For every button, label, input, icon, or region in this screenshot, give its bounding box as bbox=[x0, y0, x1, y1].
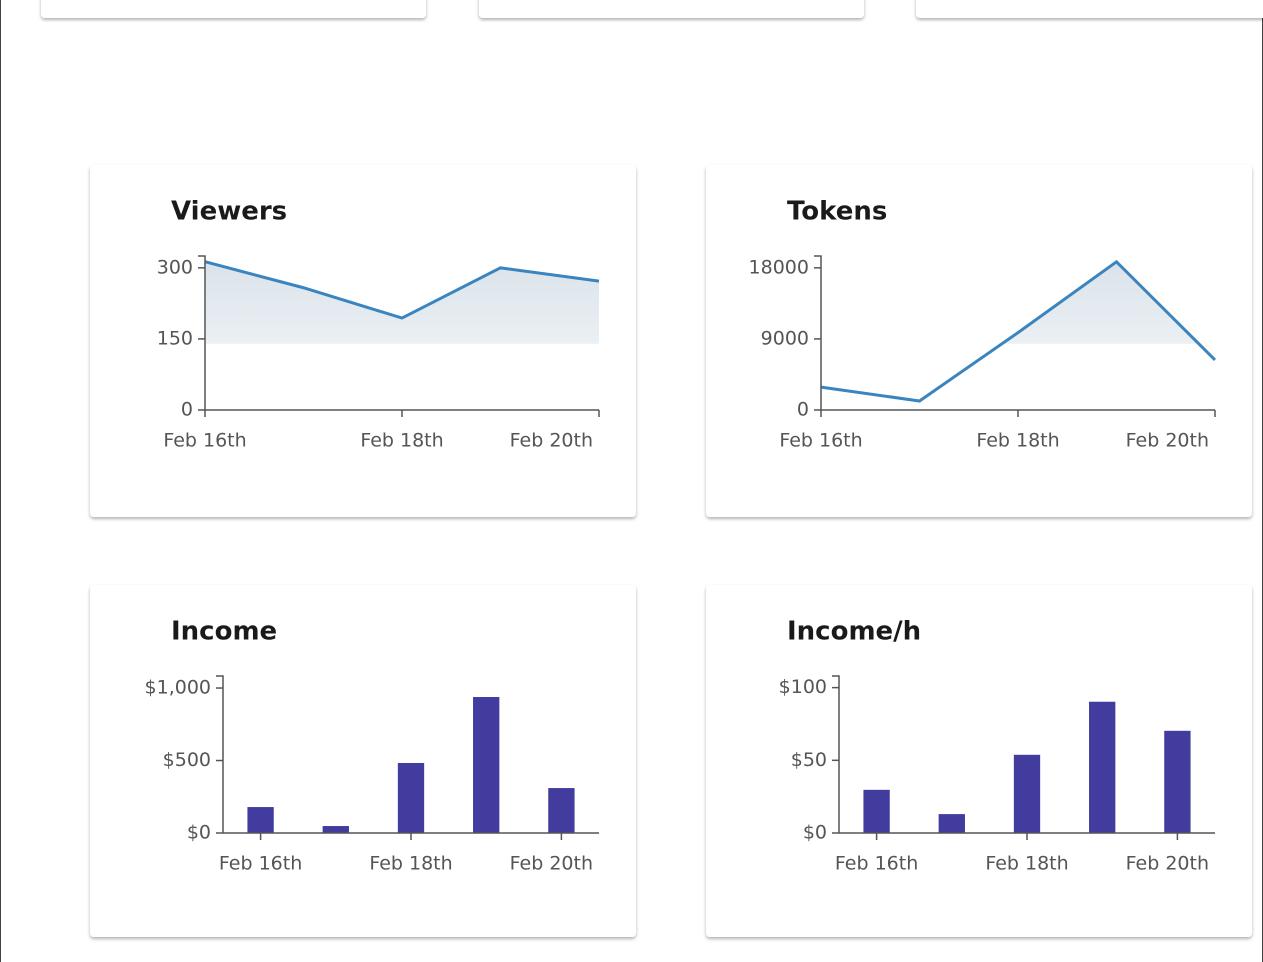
y-tick-label: 0 bbox=[797, 399, 809, 421]
bar bbox=[1013, 754, 1041, 833]
x-tick-label: Feb 18th bbox=[976, 430, 1059, 452]
chart-title: Tokens bbox=[787, 197, 887, 227]
y-tick-label: $0 bbox=[187, 822, 211, 844]
bar bbox=[938, 814, 965, 833]
bar bbox=[322, 826, 349, 833]
y-tick-label: 9000 bbox=[761, 327, 809, 349]
x-tick-label: Feb 18th bbox=[985, 853, 1068, 875]
y-tick-label: 150 bbox=[157, 327, 193, 349]
x-tick-label: Feb 16th bbox=[779, 430, 862, 452]
x-tick-label: Feb 20th bbox=[510, 853, 593, 875]
card bbox=[916, 0, 1263, 18]
chart-title: Income/h bbox=[787, 617, 921, 647]
y-tick-label: $0 bbox=[803, 822, 827, 844]
y-axis bbox=[198, 255, 206, 410]
bar bbox=[1089, 701, 1116, 833]
x-tick-label: Feb 18th bbox=[369, 853, 452, 875]
card bbox=[90, 585, 636, 937]
card bbox=[706, 585, 1252, 937]
x-tick-label: Feb 18th bbox=[360, 430, 443, 452]
x-tick-label: Feb 20th bbox=[1126, 853, 1209, 875]
card bbox=[41, 0, 426, 18]
area bbox=[821, 261, 1215, 410]
bar bbox=[247, 807, 274, 833]
bar bbox=[473, 697, 500, 833]
bar bbox=[1164, 730, 1191, 833]
card bbox=[479, 0, 864, 18]
line bbox=[204, 260, 600, 320]
y-tick-label: 0 bbox=[181, 399, 193, 421]
y-tick-label: 300 bbox=[157, 256, 193, 278]
line bbox=[820, 259, 1217, 403]
x-tick-label: Feb 16th bbox=[219, 853, 302, 875]
y-tick-label: $1,000 bbox=[145, 677, 211, 699]
x-tick-label: Feb 16th bbox=[835, 853, 918, 875]
x-tick-label: Feb 16th bbox=[163, 430, 246, 452]
y-axis bbox=[814, 255, 822, 410]
chart-title: Viewers bbox=[171, 197, 287, 227]
area bbox=[205, 261, 599, 410]
x-tick-label: Feb 20th bbox=[510, 430, 593, 452]
y-tick-label: $50 bbox=[791, 749, 827, 771]
y-axis bbox=[216, 675, 224, 833]
y-tick-label: 18000 bbox=[749, 256, 809, 278]
chart-title: Income bbox=[171, 617, 277, 647]
card bbox=[706, 165, 1252, 517]
bar bbox=[548, 788, 575, 833]
bar bbox=[397, 762, 425, 833]
x-tick-label: Feb 20th bbox=[1126, 430, 1209, 452]
bar bbox=[863, 789, 890, 833]
y-tick-label: $100 bbox=[779, 676, 827, 698]
y-axis bbox=[832, 675, 840, 833]
y-tick-label: $500 bbox=[163, 749, 211, 771]
